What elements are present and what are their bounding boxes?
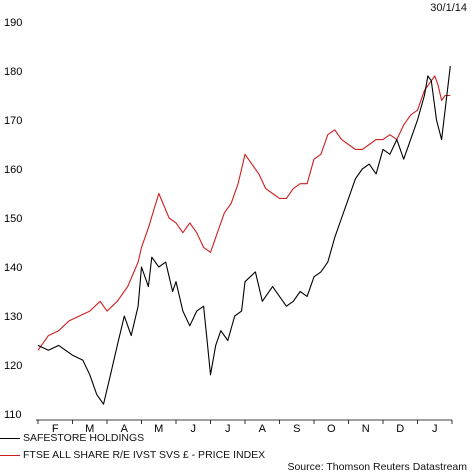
legend-label-safestore: SAFESTORE HOLDINGS <box>23 432 145 444</box>
x-tick-label: F <box>52 423 59 435</box>
legend-swatch-black <box>0 437 20 439</box>
x-tick-label: O <box>327 423 336 435</box>
x-tick-label: A <box>121 423 129 435</box>
x-tick-label: S <box>293 423 300 435</box>
series-line-safestore <box>37 66 451 405</box>
x-tick-label: M <box>154 423 163 435</box>
y-tick-label: 160 <box>4 164 22 176</box>
y-tick-label: 140 <box>4 262 22 274</box>
y-tick-label: 190 <box>4 17 22 29</box>
source-label: Source: Thomson Reuters Datastream <box>287 461 467 473</box>
y-tick-label: 130 <box>4 311 22 323</box>
x-tick-label: D <box>396 423 404 435</box>
series-line-ftse <box>37 75 451 351</box>
legend-label-ftse: FTSE ALL SHARE R/E IVST SVS £ - PRICE IN… <box>23 449 266 461</box>
x-tick-label: A <box>259 423 267 435</box>
x-tick-label: J <box>191 423 197 435</box>
y-tick-label: 110 <box>4 409 22 421</box>
legend-item-safestore: SAFESTORE HOLDINGS <box>0 432 144 444</box>
legend-swatch-red <box>0 454 20 456</box>
x-tick-label: N <box>362 423 370 435</box>
date-label: 30/1/14 <box>430 2 467 14</box>
series-lines <box>37 66 451 405</box>
x-tick-label: J <box>225 423 231 435</box>
y-tick-label: 120 <box>4 360 22 372</box>
x-tick-label: J <box>432 423 438 435</box>
y-axis-ticks: 110 120 130 140 150 160 170 180 190 <box>4 17 22 421</box>
y-tick-label: 150 <box>4 213 22 225</box>
x-tick-label: M <box>85 423 94 435</box>
y-tick-label: 170 <box>4 115 22 127</box>
y-tick-label: 180 <box>4 66 22 78</box>
legend-item-ftse: FTSE ALL SHARE R/E IVST SVS £ - PRICE IN… <box>0 449 265 461</box>
